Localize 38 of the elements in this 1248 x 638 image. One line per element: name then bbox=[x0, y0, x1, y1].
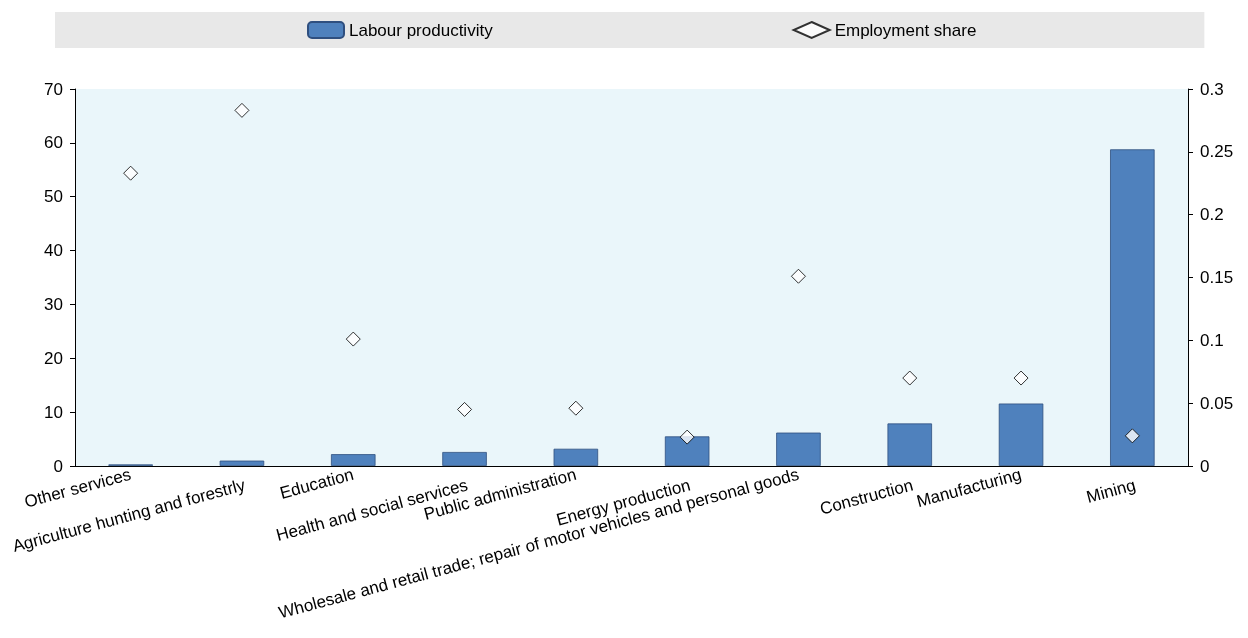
y-tick-label: 50 bbox=[44, 187, 63, 207]
legend-label: Employment share bbox=[834, 20, 977, 40]
bar bbox=[553, 448, 599, 466]
bar bbox=[1110, 149, 1155, 466]
y2-tick-label: 0 bbox=[1200, 456, 1210, 476]
point bbox=[1013, 370, 1029, 386]
point bbox=[123, 165, 139, 181]
y-tick-label: 70 bbox=[44, 79, 63, 99]
bar bbox=[776, 432, 821, 466]
point bbox=[568, 400, 584, 416]
y-tick-label: 30 bbox=[44, 294, 63, 314]
y2-tick-label: 0.05 bbox=[1200, 393, 1234, 413]
bar bbox=[330, 454, 376, 466]
bar bbox=[887, 423, 933, 466]
y2-tick-label: 0.3 bbox=[1200, 79, 1224, 99]
y-tick-label: 60 bbox=[44, 133, 63, 153]
y2-tick-label: 0.15 bbox=[1200, 268, 1234, 287]
point bbox=[679, 429, 695, 445]
point bbox=[790, 268, 806, 284]
bar bbox=[442, 452, 487, 466]
y-tick-label: 10 bbox=[44, 402, 63, 422]
x-tick-label: Education bbox=[277, 464, 356, 503]
point bbox=[1124, 428, 1140, 444]
bar bbox=[998, 403, 1044, 466]
point bbox=[234, 102, 250, 118]
bar bbox=[219, 460, 265, 466]
point bbox=[345, 331, 361, 347]
y2-tick-label: 0.1 bbox=[1200, 330, 1224, 350]
y-tick-label: 20 bbox=[44, 348, 63, 368]
legend-label: Labour productivity bbox=[349, 20, 494, 40]
y2-tick-label: 0.25 bbox=[1200, 142, 1234, 162]
y-tick-label: 40 bbox=[44, 241, 63, 261]
bar bbox=[664, 436, 710, 466]
point bbox=[902, 370, 918, 386]
x-tick-label: Mining bbox=[1084, 475, 1138, 507]
point bbox=[457, 401, 473, 417]
y2-tick-label: 0.2 bbox=[1200, 205, 1224, 225]
y-tick-label: 0 bbox=[53, 456, 63, 476]
